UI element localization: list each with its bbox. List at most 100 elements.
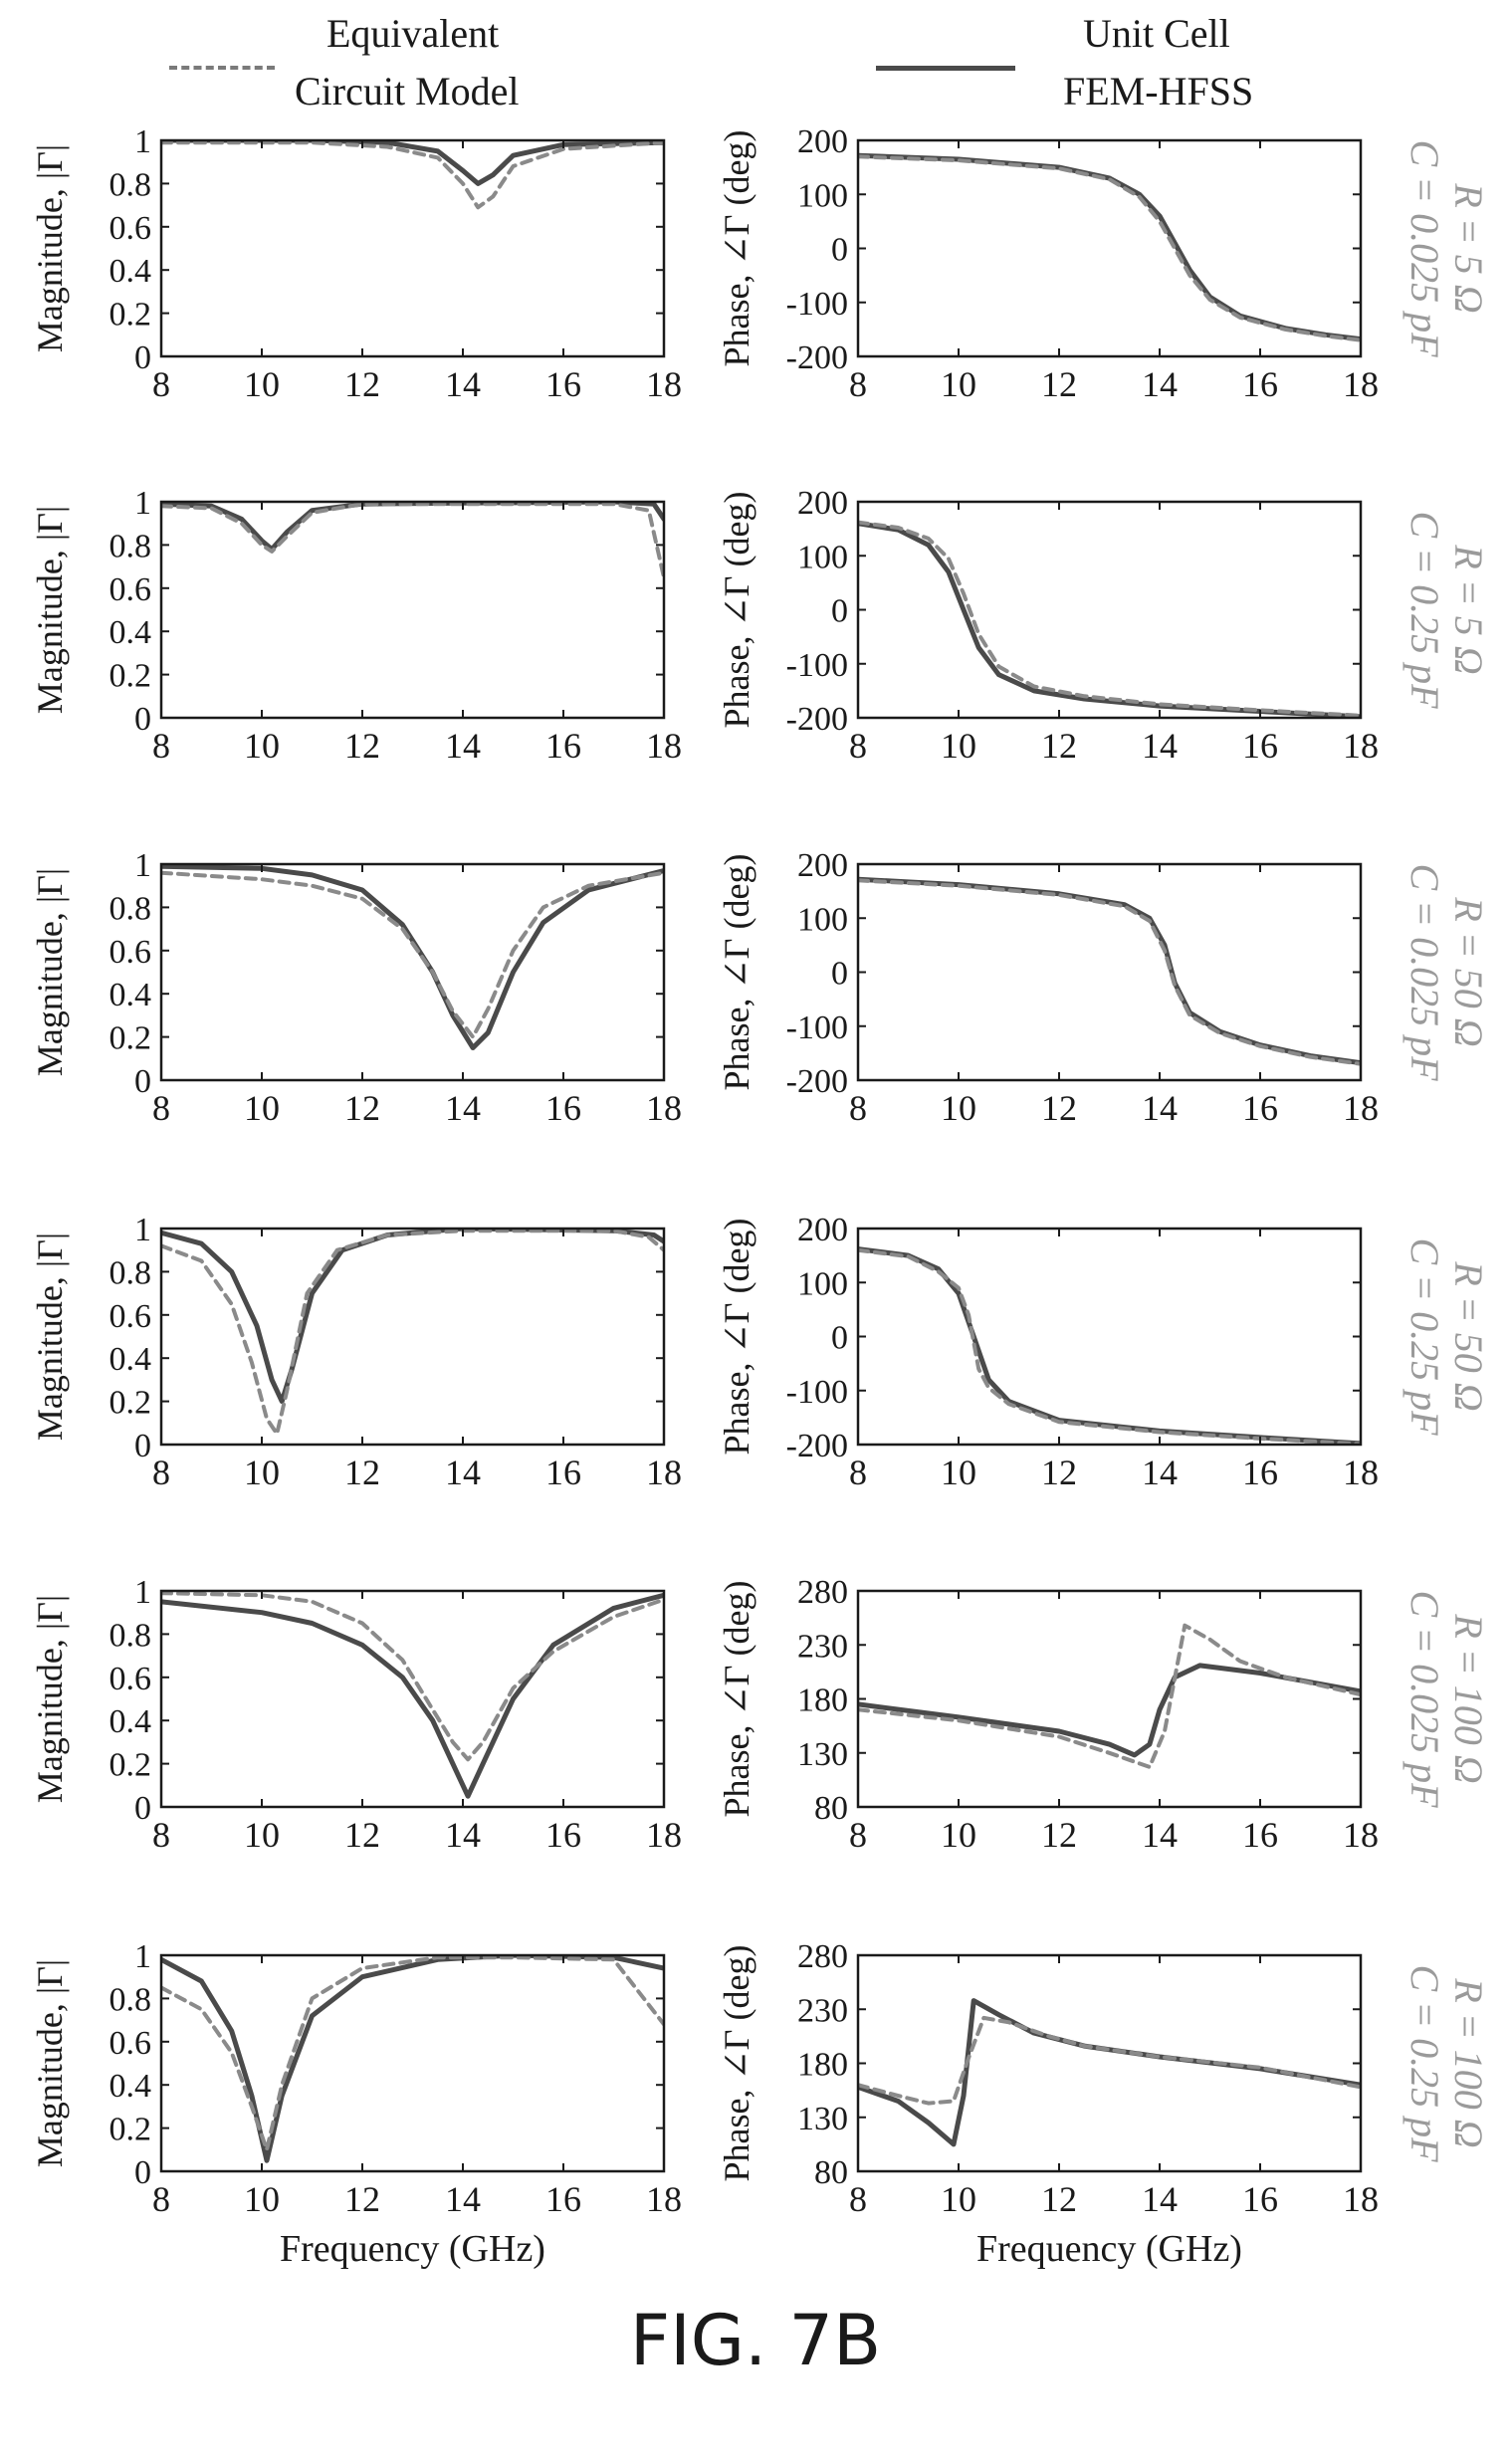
y-tick-label: 200 (797, 1212, 848, 1248)
chart-mag-3: 8 10 12 14 16 18 0 0.2 0.4 0.6 0.8 1 Magnitude, |Γ| (30, 847, 682, 1128)
y-tick-label: 0 (831, 1320, 848, 1357)
y-tick-label: 0 (831, 232, 848, 269)
param-label-resistance: R = 100 Ω (1446, 1977, 1491, 2147)
y-tick-label: 280 (797, 1938, 848, 1975)
x-tick-label: 16 (1242, 364, 1278, 404)
x-tick-label: 14 (445, 1088, 481, 1128)
y-axis-label: Phase, ∠Γ (deg) (717, 854, 756, 1091)
y-tick-label: -100 (786, 1009, 848, 1046)
x-tick-label: 10 (244, 1453, 280, 1492)
y-tick-label: 180 (797, 2047, 848, 2084)
x-tick-label: 8 (849, 2179, 867, 2219)
y-tick-label: 200 (797, 123, 848, 160)
x-tick-label: 10 (244, 726, 280, 766)
y-tick-label: 0.2 (109, 2112, 152, 2148)
y-tick-label: 0 (831, 956, 848, 993)
y-tick-label: 0.2 (109, 658, 152, 695)
x-tick-label: 14 (445, 2179, 481, 2219)
y-tick-label: 0 (134, 2154, 151, 2191)
plot-frame (159, 500, 666, 720)
x-tick-label: 14 (1142, 2179, 1178, 2219)
x-tick-label: 12 (1041, 1815, 1077, 1855)
x-tick-label: 12 (1041, 1088, 1077, 1128)
plot-frame (159, 862, 666, 1082)
param-label-capacitance: C = 0.025 pF (1403, 863, 1447, 1081)
y-tick-label: -200 (786, 1063, 848, 1100)
param-label-capacitance: C = 0.25 pF (1403, 1237, 1447, 1436)
x-tick-label: 10 (941, 1815, 976, 1855)
y-tick-label: 100 (797, 1265, 848, 1302)
y-tick-label: 0.2 (109, 297, 152, 334)
x-tick-label: 8 (849, 364, 867, 404)
chart-mag-4: 8 10 12 14 16 18 0 0.2 0.4 0.6 0.8 1 Magnitude, |Γ| (30, 1212, 682, 1492)
x-tick-label: 16 (545, 1088, 581, 1128)
y-tick-label: 80 (814, 2154, 848, 2191)
plot-frame (159, 1589, 666, 1809)
x-tick-label: 10 (941, 1088, 976, 1128)
series-circuit-model-line (858, 520, 1361, 718)
x-tick-label: 10 (941, 726, 976, 766)
x-tick-label: 16 (1242, 1453, 1278, 1492)
x-tick-label: 8 (152, 1088, 170, 1128)
y-axis-label: Magnitude, |Γ| (30, 1959, 70, 2167)
series-circuit-model-line (161, 140, 664, 210)
x-tick-label: 14 (445, 726, 481, 766)
y-tick-label: -200 (786, 339, 848, 376)
chart-phase-4: 8 10 12 14 16 18 -200 -100 0 100 200 Phase, ∠Γ (deg… (717, 1212, 1491, 1492)
series-circuit-model-line (858, 1623, 1361, 1769)
y-tick-label: 200 (797, 847, 848, 884)
x-tick-label: 12 (1041, 1453, 1077, 1492)
x-tick-label: 16 (1242, 2179, 1278, 2219)
x-tick-label: 14 (1142, 726, 1178, 766)
y-tick-label: 0.6 (109, 1661, 152, 1697)
y-tick-label: 0 (134, 339, 151, 376)
x-tick-label: 18 (1343, 1453, 1379, 1492)
y-tick-label: 0 (134, 1790, 151, 1827)
y-tick-label: 0.4 (109, 614, 152, 651)
param-label-resistance: R = 5 Ω (1446, 544, 1491, 674)
x-tick-label: 16 (545, 726, 581, 766)
plot-frame (856, 500, 1363, 720)
series-fem-hfss-line (161, 864, 664, 1050)
y-tick-label: 1 (134, 123, 151, 160)
param-label-capacitance: C = 0.25 pF (1403, 511, 1447, 709)
x-tick-label: 18 (1343, 364, 1379, 404)
legend-fem-label-1: Unit Cell (1083, 11, 1230, 56)
x-tick-label: 14 (1142, 364, 1178, 404)
x-tick-label: 16 (1242, 726, 1278, 766)
y-tick-label: 0.8 (109, 890, 152, 927)
x-tick-label: 18 (646, 2179, 682, 2219)
y-tick-label: 100 (797, 177, 848, 214)
series-fem-hfss-line (858, 152, 1361, 342)
x-tick-label: 8 (849, 1815, 867, 1855)
y-tick-label: 0.4 (109, 1703, 152, 1740)
plot-frame (159, 1227, 666, 1447)
plot-frame (856, 1589, 1363, 1809)
y-tick-label: -100 (786, 647, 848, 684)
y-tick-label: 0.4 (109, 977, 152, 1013)
x-tick-label: 18 (1343, 1088, 1379, 1128)
y-axis-label: Magnitude, |Γ| (30, 868, 70, 1076)
x-tick-label: 16 (545, 2179, 581, 2219)
y-axis-label: Phase, ∠Γ (deg) (717, 130, 756, 367)
y-axis-label: Phase, ∠Γ (deg) (717, 1945, 756, 2182)
x-tick-label: 10 (941, 1453, 976, 1492)
chart-phase-6: 8 10 12 14 16 18 80 130 180 230 280 Phase, ∠Γ (deg)… (717, 1938, 1491, 2270)
legend-circuit-label-1: Equivalent (326, 11, 500, 56)
chart-mag-6: 8 10 12 14 16 18 0 0.2 0.4 0.6 0.8 1 Magnitude, |Γ| F… (30, 1938, 682, 2270)
x-axis-label: Frequency (GHz) (976, 2228, 1242, 2270)
y-tick-label: 0.6 (109, 2025, 152, 2062)
y-axis-label: Phase, ∠Γ (deg) (717, 492, 756, 729)
series-fem-hfss-line (858, 1663, 1361, 1758)
chart-phase-2: 8 10 12 14 16 18 -200 -100 0 100 200 Phase, ∠Γ (deg… (717, 485, 1491, 766)
x-tick-label: 18 (1343, 726, 1379, 766)
x-tick-label: 10 (244, 1815, 280, 1855)
y-axis-label: Magnitude, |Γ| (30, 506, 70, 714)
plot-frame (856, 138, 1363, 358)
y-tick-label: 0.6 (109, 934, 152, 971)
x-tick-label: 16 (1242, 1088, 1278, 1128)
y-tick-label: 130 (797, 1736, 848, 1773)
chart-mag-1: 8 10 12 14 16 18 0 0.2 0.4 0.6 0.8 1 Magnitude, |Γ| (30, 123, 682, 404)
plot-frame (159, 1953, 666, 2173)
